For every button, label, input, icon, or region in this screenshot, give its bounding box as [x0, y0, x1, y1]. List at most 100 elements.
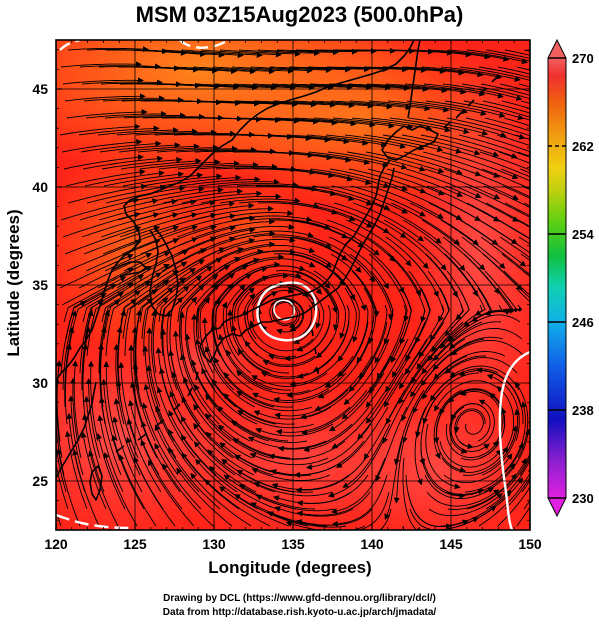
streamline — [485, 49, 530, 62]
streamline — [331, 185, 408, 214]
streamline — [308, 151, 389, 168]
streamline — [346, 151, 426, 172]
streamline — [480, 236, 530, 279]
streamline — [211, 378, 277, 425]
streamline — [197, 100, 279, 107]
streamline — [422, 151, 500, 178]
contour-low-center — [256, 281, 318, 342]
streamline — [191, 313, 216, 391]
streamline — [445, 423, 499, 458]
streamline — [523, 48, 530, 55]
y-tick-label-45: 45 — [32, 81, 48, 97]
streamline — [518, 236, 530, 245]
streamline — [262, 338, 333, 368]
streamline — [478, 219, 530, 254]
streamline — [98, 396, 122, 476]
streamline — [516, 219, 530, 231]
streamline — [83, 395, 103, 476]
streamline — [496, 134, 530, 147]
streamline — [86, 291, 125, 357]
streamline — [123, 237, 198, 272]
y-axis-label: Latitude (degrees) — [4, 209, 23, 357]
streamline — [519, 168, 530, 174]
streamline — [312, 185, 391, 210]
streamline — [382, 134, 462, 154]
colorbar-bottom-arrow — [547, 497, 567, 518]
streamline — [100, 326, 107, 408]
streamline — [384, 440, 403, 520]
streamline — [273, 253, 346, 286]
streamline — [519, 455, 530, 476]
x-axis-label: Longitude (degrees) — [208, 558, 372, 577]
streamline — [480, 83, 530, 99]
streamline — [132, 363, 156, 442]
streamline — [193, 403, 253, 459]
streamline — [370, 117, 451, 133]
streamline — [271, 298, 298, 327]
streamline — [277, 423, 353, 452]
streamline — [141, 173, 223, 187]
streamline — [294, 270, 339, 331]
streamline — [273, 301, 301, 329]
streamline — [305, 423, 372, 470]
streamline — [209, 466, 278, 510]
colorbar-top-arrow — [547, 38, 567, 59]
streamline — [158, 160, 240, 170]
streamline — [301, 389, 368, 436]
streamline — [478, 66, 530, 78]
streamline — [440, 490, 512, 527]
streamline — [401, 355, 449, 422]
streamline — [303, 406, 370, 453]
streamline — [446, 117, 526, 140]
streamline — [364, 66, 446, 74]
streamline — [154, 130, 236, 137]
streamline — [62, 77, 144, 85]
streamline — [219, 49, 301, 57]
streamline — [502, 452, 530, 493]
streamline — [65, 343, 72, 425]
streamline — [146, 364, 175, 442]
streamline — [520, 253, 530, 265]
streamline — [211, 283, 234, 357]
streamline — [422, 457, 485, 495]
streamline — [368, 321, 407, 394]
streamline — [459, 390, 503, 442]
streamline — [271, 83, 353, 91]
streamline — [416, 304, 464, 370]
streamline — [272, 168, 354, 182]
streamline — [168, 349, 201, 425]
streamline — [190, 473, 252, 527]
streamline — [223, 393, 296, 425]
streamline — [181, 49, 263, 58]
x-tick-label-145: 145 — [439, 536, 463, 552]
streamline — [405, 168, 482, 199]
streamline — [349, 100, 431, 112]
streamline — [254, 100, 336, 108]
streamline — [424, 474, 494, 499]
streamline — [428, 49, 510, 62]
streamline — [459, 66, 530, 84]
streamline — [81, 79, 163, 86]
streamline — [177, 264, 231, 323]
streamline — [120, 158, 202, 170]
streamline — [72, 360, 80, 442]
coast-japan-south — [199, 167, 395, 363]
streamline — [276, 202, 356, 222]
streamline — [307, 66, 389, 73]
streamline — [389, 117, 470, 135]
streamline — [62, 310, 77, 391]
streamline — [390, 202, 461, 245]
streamline — [217, 405, 289, 442]
streamline — [461, 83, 530, 102]
streamline — [331, 474, 388, 527]
streamline — [207, 449, 276, 493]
streamline — [225, 284, 246, 357]
credit-data: Data from http://database.rish.kyoto-u.a… — [162, 607, 437, 618]
streamline — [317, 338, 371, 399]
streamline — [402, 457, 422, 530]
streamline — [268, 134, 350, 145]
streamline — [219, 486, 290, 527]
streamline — [78, 125, 160, 136]
streamline — [462, 168, 530, 198]
streamline — [162, 49, 244, 59]
